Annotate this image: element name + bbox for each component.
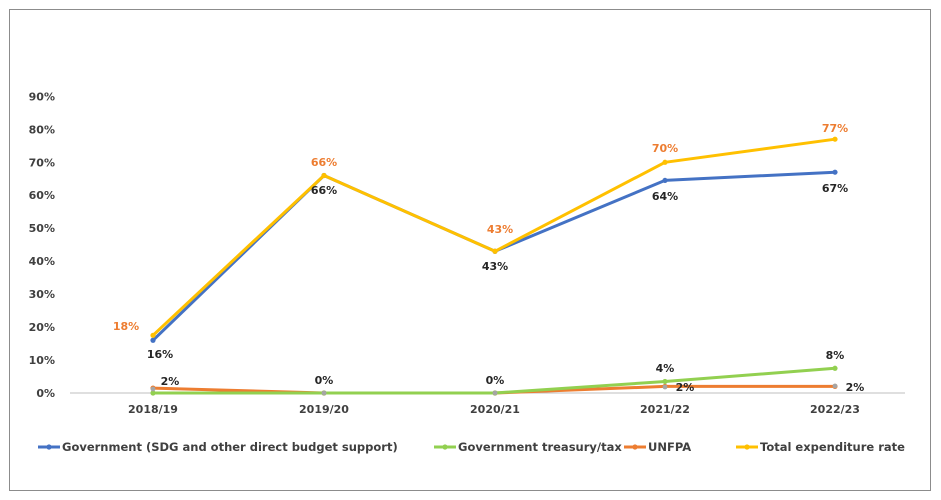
data-label: 77% — [822, 122, 848, 135]
y-tick-label: 70% — [29, 156, 55, 169]
y-tick-label: 10% — [29, 354, 55, 367]
data-point — [832, 136, 838, 142]
data-label: 43% — [487, 223, 513, 236]
data-label: 4% — [656, 362, 675, 375]
x-tick-label: 2022/23 — [810, 403, 860, 416]
data-point — [662, 384, 668, 390]
data-label: 8% — [826, 349, 845, 362]
data-point — [150, 386, 156, 392]
data-point — [492, 248, 498, 254]
data-point — [321, 172, 327, 179]
y-tick-label: 80% — [29, 123, 55, 136]
x-tick-label: 2021/22 — [640, 403, 690, 416]
chart-frame — [9, 9, 931, 491]
data-label: 66% — [311, 156, 337, 169]
legend-label: Total expenditure rate — [760, 440, 905, 454]
y-tick-label: 60% — [29, 189, 55, 202]
data-label: 2% — [676, 381, 695, 394]
data-label: 16% — [147, 348, 173, 361]
data-point — [150, 332, 156, 338]
legend-label: UNFPA — [648, 440, 691, 454]
legend-marker — [744, 444, 750, 450]
y-tick-label: 90% — [29, 90, 55, 103]
legend-label: Government (SDG and other direct budget … — [62, 440, 398, 454]
legend-marker — [632, 444, 638, 450]
data-point — [662, 378, 668, 385]
data-label: 0% — [486, 374, 505, 387]
data-point — [321, 390, 327, 396]
series-line — [151, 137, 836, 337]
data-label: 2% — [161, 375, 180, 388]
data-point — [662, 159, 668, 165]
y-tick-label: 40% — [29, 255, 55, 268]
data-label: 0% — [315, 374, 334, 387]
data-label: 70% — [652, 142, 678, 155]
data-point — [832, 365, 838, 371]
data-point — [662, 177, 668, 184]
data-label: 18% — [113, 320, 139, 333]
data-point — [492, 390, 498, 396]
data-label: 43% — [482, 260, 508, 273]
x-tick-label: 2020/21 — [470, 403, 520, 416]
y-tick-label: 0% — [36, 387, 55, 400]
data-label: 64% — [652, 190, 678, 203]
data-label: 2% — [846, 381, 865, 394]
data-label: 67% — [822, 182, 848, 195]
legend-marker — [46, 444, 52, 450]
legend-marker — [442, 444, 448, 450]
x-tick-label: 2018/19 — [128, 403, 178, 416]
data-point — [150, 390, 156, 396]
data-point — [832, 383, 838, 389]
y-tick-label: 20% — [29, 321, 55, 334]
data-label: 66% — [311, 184, 337, 197]
series-line — [151, 170, 836, 342]
legend-label: Government treasury/tax — [458, 440, 622, 454]
y-tick-label: 30% — [29, 288, 55, 301]
y-tick-label: 50% — [29, 222, 55, 235]
data-point — [150, 337, 156, 343]
x-tick-label: 2019/20 — [299, 403, 349, 416]
data-point — [832, 169, 838, 175]
